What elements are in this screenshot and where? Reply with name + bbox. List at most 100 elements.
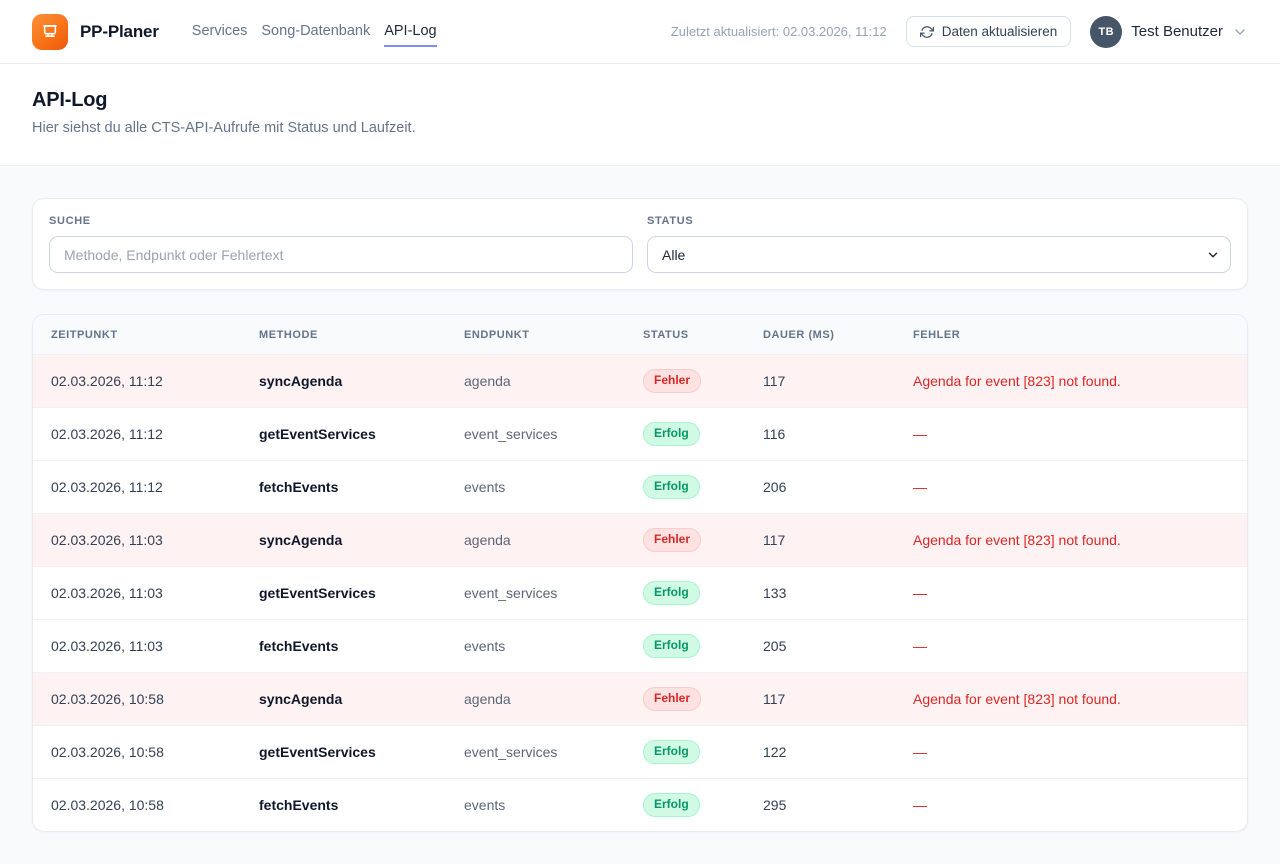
nav-item-services[interactable]: Services [191, 23, 248, 39]
cell-zeitpunkt: 02.03.2026, 11:12 [51, 426, 163, 442]
cell-fehler: — [913, 638, 927, 654]
cell-dauer: 133 [763, 585, 787, 601]
cell-zeitpunkt: 02.03.2026, 11:03 [51, 532, 163, 548]
cell-endpunkt: events [464, 479, 506, 495]
table-row: 02.03.2026, 10:58 fetchEvents events Erfolg… [33, 778, 1247, 832]
column-header-endpunkt: ENDPUNKT [446, 315, 625, 355]
header-right: Zuletzt aktualisiert: 02.03.2026, 11:12 … [670, 15, 1248, 48]
refresh-data-button[interactable]: Daten aktualisieren [905, 16, 1072, 47]
table-row: 02.03.2026, 11:03 fetchEvents events Erfolg… [33, 619, 1247, 673]
cell-dauer: 205 [763, 638, 787, 654]
cell-methode: fetchEvents [259, 638, 339, 654]
table-row: 02.03.2026, 10:58 syncAgenda agenda Fehler 1… [33, 672, 1247, 726]
column-header-status: STATUS [625, 315, 745, 355]
table-row: 02.03.2026, 11:12 getEventServices event_s… [33, 407, 1247, 461]
cell-dauer: 117 [763, 373, 786, 389]
cell-zeitpunkt: 02.03.2026, 10:58 [51, 744, 164, 760]
cell-status: Erfolg [625, 620, 745, 673]
status-badge: Fehler [643, 687, 702, 711]
filter-card: SUCHE STATUS Alle [32, 198, 1248, 290]
table-row: 02.03.2026, 11:03 getEventServices event_s… [33, 566, 1247, 620]
cell-status: Erfolg [625, 726, 745, 779]
cell-dauer: 117 [763, 691, 786, 707]
cell-zeitpunkt: 02.03.2026, 10:58 [51, 691, 164, 707]
cell-fehler: Agenda for event [823] not found. [913, 373, 1121, 389]
nav-item-api-log[interactable]: API-Log [384, 16, 437, 47]
cell-endpunkt: agenda [464, 532, 511, 548]
cell-endpunkt: event_services [464, 426, 558, 442]
table-row: 02.03.2026, 11:03 syncAgenda agenda Fehler 1… [33, 513, 1247, 567]
status-select[interactable]: Alle [647, 236, 1231, 273]
cell-methode: syncAgenda [259, 532, 343, 548]
status-badge: Fehler [643, 528, 702, 552]
app-header: PP-Planer Services Song-Datenbank API-Lo… [0, 0, 1280, 64]
cell-status: Erfolg [625, 461, 745, 514]
status-badge: Erfolg [643, 740, 700, 764]
cell-methode: fetchEvents [259, 797, 339, 813]
presentation-board-icon [40, 22, 60, 42]
status-badge: Erfolg [643, 422, 700, 446]
refresh-icon [919, 25, 934, 39]
cell-endpunkt: events [464, 797, 506, 813]
api-log-table-card: ZEITPUNKT METHODE ENDPUNKT STATUS DAUER … [32, 314, 1248, 832]
status-badge: Fehler [643, 369, 702, 393]
cell-fehler: — [913, 479, 927, 495]
brand-title: PP-Planer [80, 21, 159, 41]
cell-status: Fehler [625, 355, 745, 408]
cell-fehler: — [913, 797, 927, 813]
api-log-table: ZEITPUNKT METHODE ENDPUNKT STATUS DAUER … [33, 315, 1247, 831]
app-logo [32, 13, 68, 50]
search-field-group: SUCHE [49, 215, 633, 273]
cell-status: Fehler [625, 514, 745, 567]
status-badge: Erfolg [643, 634, 700, 658]
cell-status: Erfolg [625, 567, 745, 620]
column-header-dauer: DAUER (MS) [745, 315, 895, 355]
nav-item-song-datenbank[interactable]: Song-Datenbank [261, 23, 371, 39]
cell-zeitpunkt: 02.03.2026, 11:12 [51, 479, 163, 495]
cell-dauer: 295 [763, 797, 787, 813]
cell-status: Fehler [625, 673, 745, 726]
cell-methode: fetchEvents [259, 479, 339, 495]
cell-endpunkt: event_services [464, 744, 558, 760]
table-head: ZEITPUNKT METHODE ENDPUNKT STATUS DAUER … [33, 315, 1247, 355]
table-row: 02.03.2026, 10:58 getEventServices event_s… [33, 725, 1247, 779]
status-select-wrap: Alle [647, 236, 1231, 273]
cell-methode: getEventServices [259, 744, 376, 760]
table-row: 02.03.2026, 11:12 syncAgenda agenda Fehler 1… [33, 354, 1247, 408]
page-subtitle: Hier siehst du alle CTS-API-Aufrufe mit … [32, 120, 416, 136]
search-input[interactable] [49, 236, 633, 273]
cell-methode: getEventServices [259, 585, 376, 601]
column-header-methode: METHODE [241, 315, 446, 355]
main-content: SUCHE STATUS Alle ZEITPUNKT [0, 166, 1280, 864]
cell-endpunkt: event_services [464, 585, 558, 601]
cell-methode: syncAgenda [259, 691, 343, 707]
page-title: API-Log [32, 89, 108, 111]
page-head: API-Log Hier siehst du alle CTS-API-Aufr… [0, 64, 1280, 166]
chevron-down-icon [1232, 24, 1248, 40]
refresh-button-label: Daten aktualisieren [941, 24, 1058, 39]
cell-endpunkt: events [464, 638, 506, 654]
cell-zeitpunkt: 02.03.2026, 10:58 [51, 797, 164, 813]
status-badge: Erfolg [643, 581, 700, 605]
search-label: SUCHE [49, 215, 91, 227]
cell-status: Erfolg [625, 779, 745, 832]
cell-dauer: 206 [763, 479, 787, 495]
status-badge: Erfolg [643, 475, 700, 499]
cell-dauer: 117 [763, 532, 786, 548]
cell-methode: getEventServices [259, 426, 376, 442]
user-menu[interactable]: TB Test Benutzer [1090, 15, 1248, 48]
table-row: 02.03.2026, 11:12 fetchEvents events Erfolg… [33, 460, 1247, 514]
status-badge: Erfolg [643, 793, 700, 817]
cell-zeitpunkt: 02.03.2026, 11:03 [51, 638, 163, 654]
log-table-body: 02.03.2026, 11:12 syncAgenda agenda Fehler 1… [33, 354, 1247, 832]
status-field-group: STATUS Alle [647, 215, 1231, 273]
cell-endpunkt: agenda [464, 691, 511, 707]
cell-dauer: 122 [763, 744, 787, 760]
last-updated-text: Zuletzt aktualisiert: 02.03.2026, 11:12 [670, 24, 887, 39]
avatar: TB [1090, 15, 1123, 48]
cell-fehler: — [913, 585, 927, 601]
column-header-zeitpunkt: ZEITPUNKT [33, 315, 241, 355]
cell-fehler: Agenda for event [823] not found. [913, 532, 1121, 548]
status-label: STATUS [647, 215, 694, 227]
cell-zeitpunkt: 02.03.2026, 11:12 [51, 373, 163, 389]
